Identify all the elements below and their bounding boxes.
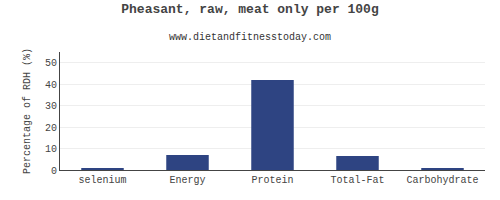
svg-text:Total-Fat: Total-Fat xyxy=(330,175,384,186)
svg-text:Pheasant, raw, meat only per 1: Pheasant, raw, meat only per 100g xyxy=(121,2,379,17)
svg-text:0: 0 xyxy=(51,166,57,177)
svg-text:www.dietandfitnesstoday.com: www.dietandfitnesstoday.com xyxy=(169,32,331,43)
svg-text:30: 30 xyxy=(45,101,57,112)
svg-text:selenium: selenium xyxy=(78,175,126,186)
svg-text:40: 40 xyxy=(45,80,57,91)
svg-text:20: 20 xyxy=(45,123,57,134)
svg-text:Carbohydrate: Carbohydrate xyxy=(406,175,478,186)
svg-text:Percentage of RDH (%): Percentage of RDH (%) xyxy=(22,48,33,174)
svg-text:10: 10 xyxy=(45,144,57,155)
svg-text:Energy: Energy xyxy=(169,175,205,186)
svg-text:50: 50 xyxy=(45,58,57,69)
svg-text:Protein: Protein xyxy=(251,175,293,186)
